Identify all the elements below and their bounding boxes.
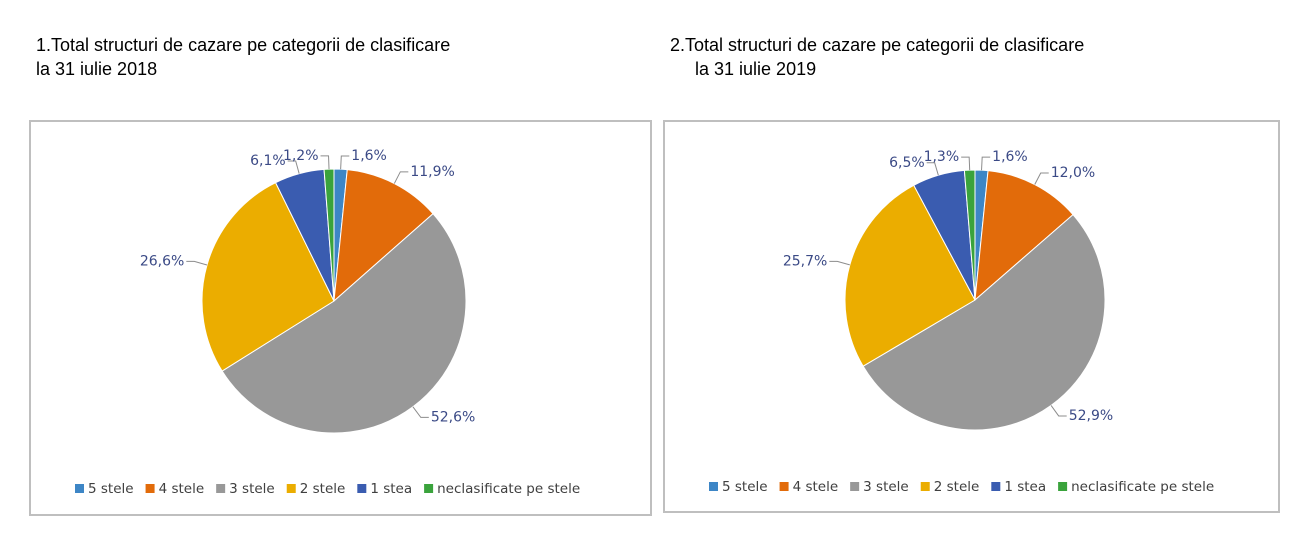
leader-line [926,162,939,176]
data-label: 52,6% [431,409,475,425]
legend-label: 5 stele [88,481,134,497]
legend-swatch [286,484,296,493]
chart-title: la 31 iulie 2018 [36,59,157,79]
pie-slice [844,184,976,367]
legend-label: 3 stele [229,481,275,497]
legend-swatch [850,482,860,491]
legend-label: 4 stele [793,479,839,495]
pie-slice [333,169,434,303]
leader-line [1050,405,1067,417]
data-label: 52,9% [1069,408,1113,424]
chart-title: la 31 iulie 2019 [695,59,816,79]
data-label: 11,9% [410,164,454,180]
legend-swatch [1058,482,1068,491]
chart-title: 1.Total structuri de cazare pe categorii… [36,35,450,55]
legend-label: neclasificate pe stele [437,481,580,497]
legend-swatch [920,482,930,491]
legend-swatch [145,484,155,493]
legend-swatch [216,484,226,493]
legend-label: 1 stea [1004,479,1046,495]
data-label: 1,3% [924,149,960,165]
data-label: 1,2% [283,148,319,164]
legend-swatch [709,482,718,491]
legend-swatch [779,482,789,491]
leader-line [340,155,350,170]
leader-line [829,260,850,266]
leader-line [1034,172,1049,185]
legend-swatch [424,484,434,493]
pie-slice [201,181,335,372]
leader-line [186,260,208,266]
legend-swatch [357,484,367,493]
data-label: 12,0% [1051,165,1095,181]
legend-label: 4 stele [159,481,205,497]
leader-line [961,156,971,171]
legend-swatch [991,482,1001,491]
legend-label: 2 stele [934,479,980,495]
data-label: 1,6% [351,148,387,164]
leader-line [393,171,409,184]
legend-label: 3 stele [863,479,909,495]
data-label: 6,5% [889,155,925,171]
legend-label: 2 stele [300,481,346,497]
leader-line [412,406,429,418]
legend-label: neclasificate pe stele [1071,479,1214,495]
legend-swatch [75,484,84,493]
data-label: 26,6% [140,253,184,269]
leader-line [320,155,330,170]
leader-line [287,160,300,174]
legend-label: 1 stea [370,481,412,497]
legend-label: 5 stele [722,479,768,495]
chart-title: 2.Total structuri de cazare pe categorii… [670,35,1084,55]
pie-slice [974,170,1074,302]
data-label: 25,7% [783,253,827,269]
data-label: 1,6% [992,149,1028,165]
data-label: 6,1% [250,153,286,169]
leader-line [981,156,991,171]
